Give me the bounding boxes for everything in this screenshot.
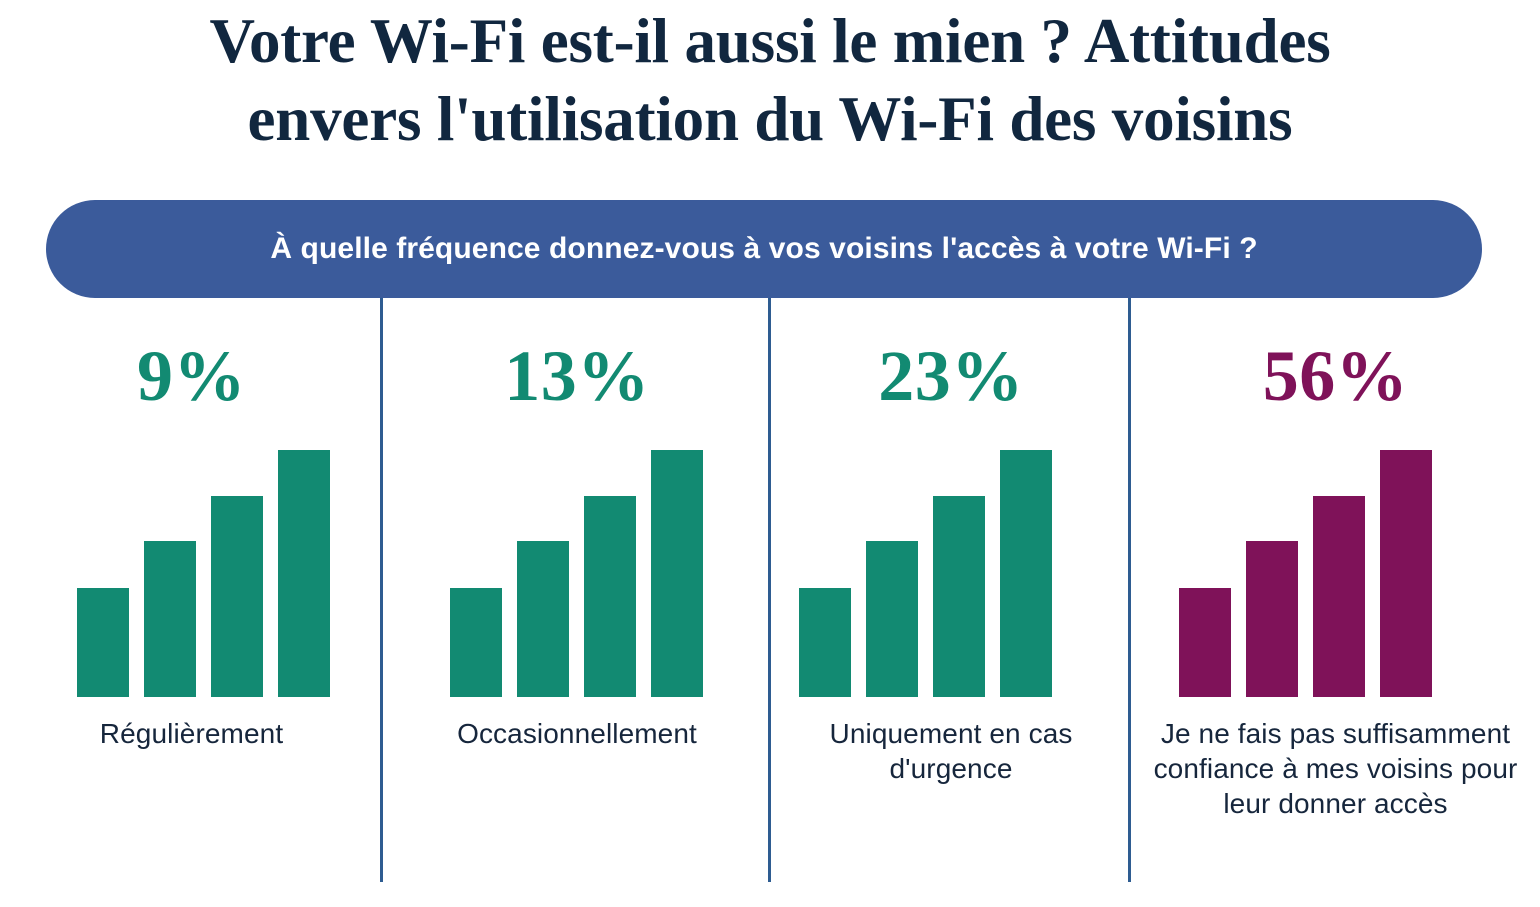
bar — [1313, 496, 1365, 697]
category-label: Occasionnellement — [457, 718, 697, 749]
bar — [1380, 450, 1432, 697]
question-banner-label: À quelle fréquence donnez-vous à vos voi… — [270, 232, 1258, 265]
bar — [144, 541, 196, 697]
chart-column-urgence: 23% Uniquement en cas d'urgence — [771, 298, 1131, 893]
bar-group — [383, 437, 771, 697]
bar — [278, 450, 330, 697]
category-label: Je ne fais pas suffisamment confiance à … — [1153, 718, 1518, 819]
bar-group — [0, 437, 383, 697]
chart-columns: 9% Régulièrement 13% — [0, 298, 1540, 893]
bar — [450, 588, 502, 697]
value-label: 56% — [1262, 336, 1409, 416]
bar-group — [1131, 437, 1540, 697]
chart-column-occasionnellement: 13% Occasionnellement — [383, 298, 771, 893]
bar — [517, 541, 569, 697]
bar-group — [771, 437, 1131, 697]
value-label: 9% — [137, 336, 246, 416]
bar — [1179, 588, 1231, 697]
value-label: 13% — [504, 336, 650, 416]
category-label: Uniquement en cas d'urgence — [829, 718, 1073, 784]
bar — [1000, 450, 1052, 697]
bar — [211, 496, 263, 697]
bar — [77, 588, 129, 697]
page-title: Votre Wi-Fi est-il aussi le mien ? Attit… — [209, 6, 1331, 154]
question-banner: À quelle fréquence donnez-vous à vos voi… — [46, 200, 1482, 298]
category-label: Régulièrement — [99, 718, 284, 749]
column-divider — [1128, 298, 1131, 882]
value-label: 23% — [878, 336, 1024, 416]
chart-column-regulierement: 9% Régulièrement — [0, 298, 383, 893]
bar — [651, 450, 703, 697]
bar — [866, 541, 918, 697]
column-divider — [380, 298, 383, 882]
column-divider — [768, 298, 771, 882]
bar — [933, 496, 985, 697]
bar — [799, 588, 851, 697]
chart-column-pas-confiance: 56% Je ne fais pas suffisamment confianc… — [1131, 298, 1540, 893]
bar — [1246, 541, 1298, 697]
bar — [584, 496, 636, 697]
